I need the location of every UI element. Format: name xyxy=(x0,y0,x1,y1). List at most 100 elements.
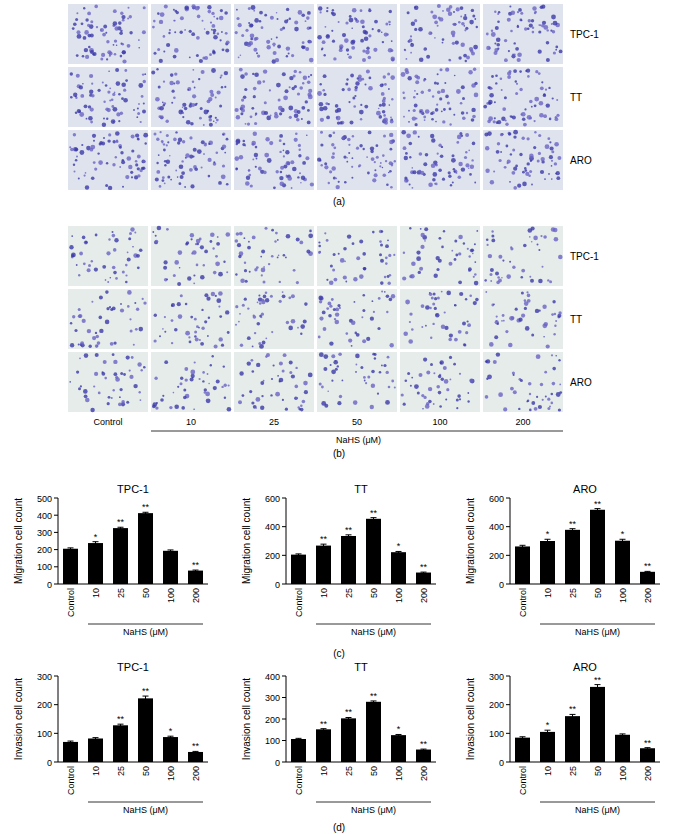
cell-stain xyxy=(389,298,393,302)
cell-stain xyxy=(430,112,433,115)
cell-stain xyxy=(342,136,346,140)
cell-stain xyxy=(353,277,357,281)
cell-stain xyxy=(265,355,268,358)
cell-stain xyxy=(471,52,475,56)
cell-stain xyxy=(346,161,348,163)
cell-stain xyxy=(152,26,155,29)
cell-stain xyxy=(254,268,257,271)
cell-stain xyxy=(434,82,437,85)
cell-stain xyxy=(553,228,558,233)
cell-stain xyxy=(438,259,442,263)
cell-stain xyxy=(129,318,131,320)
cell-stain xyxy=(302,161,306,165)
cell-stain xyxy=(118,120,120,122)
cell-stain xyxy=(522,171,525,174)
cell-stain xyxy=(489,342,494,347)
micrograph xyxy=(234,67,314,127)
cell-stain xyxy=(389,133,393,137)
cell-stain xyxy=(386,371,389,374)
cell-stain xyxy=(474,261,476,263)
cell-stain xyxy=(213,35,218,40)
cell-stain xyxy=(204,388,207,391)
cell-stain xyxy=(508,132,511,135)
cell-stain xyxy=(182,116,184,118)
cell-stain xyxy=(128,237,131,240)
cell-stain xyxy=(472,14,475,17)
cell-stain xyxy=(463,344,466,347)
cell-stain xyxy=(223,261,225,263)
cell-stain xyxy=(502,107,506,111)
cell-stain xyxy=(99,329,103,333)
cell-stain xyxy=(252,370,255,373)
cell-stain xyxy=(382,103,386,107)
cell-stain xyxy=(111,119,116,124)
cell-stain xyxy=(409,321,411,323)
row-label: TPC-1 xyxy=(570,29,599,40)
cell-stain xyxy=(138,47,140,49)
cell-stain xyxy=(241,99,244,102)
cell-stain xyxy=(333,57,336,60)
cell-stain xyxy=(235,239,239,243)
cell-stain xyxy=(437,297,440,300)
cell-stain xyxy=(112,353,115,356)
cell-stain xyxy=(342,88,345,91)
cell-stain xyxy=(527,137,530,140)
cell-stain xyxy=(82,319,86,323)
cell-stain xyxy=(212,355,214,357)
cell-stain xyxy=(437,4,441,8)
cell-stain xyxy=(383,75,386,78)
cell-stain xyxy=(239,68,243,72)
cell-stain xyxy=(473,301,477,305)
cell-stain xyxy=(164,4,168,8)
cell-stain xyxy=(85,241,88,244)
cell-stain xyxy=(449,123,451,125)
cell-stain xyxy=(185,303,188,306)
cell-stain xyxy=(119,166,121,168)
cell-stain xyxy=(125,79,128,82)
cell-stain xyxy=(434,307,437,310)
cell-stain xyxy=(236,232,240,236)
cell-stain xyxy=(85,185,89,189)
cell-stain xyxy=(238,56,240,58)
cell-stain xyxy=(253,315,255,317)
cell-stain xyxy=(138,103,140,105)
cell-stain xyxy=(516,83,518,85)
cell-stain xyxy=(113,107,118,112)
cell-stain xyxy=(302,46,305,49)
cell-stain xyxy=(286,321,289,324)
cell-stain xyxy=(420,171,424,175)
cell-stain xyxy=(211,68,216,73)
cell-stain xyxy=(276,12,278,14)
cell-stain xyxy=(454,169,458,173)
cell-stain xyxy=(194,87,196,89)
cell-stain xyxy=(458,56,461,59)
cell-stain xyxy=(251,359,254,362)
cell-stain xyxy=(103,25,107,29)
cell-stain xyxy=(385,160,387,162)
cell-stain xyxy=(137,167,140,170)
cell-stain xyxy=(225,32,228,35)
cell-stain xyxy=(511,316,515,320)
cell-stain xyxy=(196,36,200,40)
cell-stain xyxy=(514,53,516,55)
cell-stain xyxy=(432,323,434,325)
micrograph xyxy=(234,289,314,349)
cell-stain xyxy=(488,116,493,121)
cell-stain xyxy=(160,131,162,133)
cell-stain xyxy=(356,364,358,366)
cell-stain xyxy=(213,16,215,18)
cell-stain xyxy=(383,174,387,178)
cell-stain xyxy=(97,152,99,154)
cell-stain xyxy=(317,91,322,96)
cell-stain xyxy=(546,58,550,62)
cell-stain xyxy=(286,55,288,57)
cell-stain xyxy=(197,6,200,9)
cell-stain xyxy=(526,291,528,293)
cell-stain xyxy=(318,241,320,243)
cell-stain xyxy=(331,30,333,32)
cell-stain xyxy=(237,243,241,247)
cell-stain xyxy=(496,281,500,285)
cell-stain xyxy=(411,261,416,266)
cell-stain xyxy=(304,390,308,394)
cell-stain xyxy=(209,118,212,121)
